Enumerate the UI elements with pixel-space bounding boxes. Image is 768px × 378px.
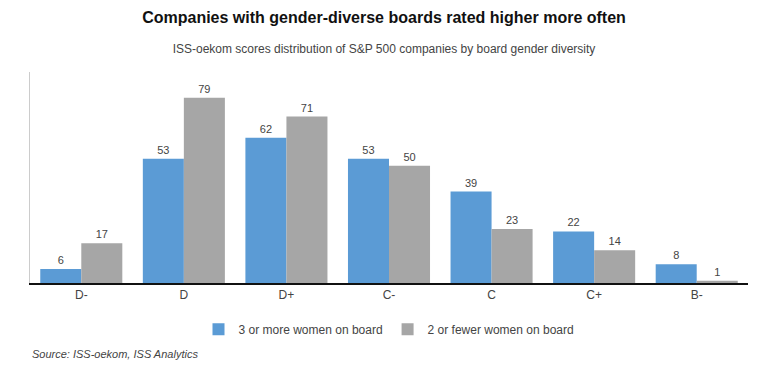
svg-text:71: 71 xyxy=(301,102,313,114)
svg-text:Companies with gender-diverse: Companies with gender-diverse boards rat… xyxy=(142,9,626,26)
svg-text:1: 1 xyxy=(714,266,720,278)
svg-text:Source: ISS-oekom, ISS Analyti: Source: ISS-oekom, ISS Analytics xyxy=(32,348,198,360)
svg-text:C-: C- xyxy=(383,288,396,302)
svg-text:53: 53 xyxy=(157,144,169,156)
svg-text:6: 6 xyxy=(58,254,64,266)
svg-text:D: D xyxy=(180,288,189,302)
svg-text:79: 79 xyxy=(198,83,210,95)
svg-text:50: 50 xyxy=(403,151,415,163)
svg-text:53: 53 xyxy=(362,144,374,156)
svg-text:17: 17 xyxy=(96,228,108,240)
svg-text:C: C xyxy=(487,288,496,302)
svg-text:B-: B- xyxy=(691,288,703,302)
svg-text:14: 14 xyxy=(609,235,621,247)
svg-text:62: 62 xyxy=(260,123,272,135)
svg-text:ISS-oekom scores distribution: ISS-oekom scores distribution of S&P 500… xyxy=(173,42,596,56)
svg-text:39: 39 xyxy=(465,177,477,189)
svg-text:2 or fewer women on board: 2 or fewer women on board xyxy=(428,323,574,337)
svg-text:D-: D- xyxy=(75,288,88,302)
svg-text:8: 8 xyxy=(673,249,679,261)
svg-text:23: 23 xyxy=(506,214,518,226)
svg-text:22: 22 xyxy=(568,216,580,228)
svg-text:C+: C+ xyxy=(586,288,602,302)
svg-text:D+: D+ xyxy=(279,288,295,302)
svg-text:3 or more women on board: 3 or more women on board xyxy=(239,323,383,337)
